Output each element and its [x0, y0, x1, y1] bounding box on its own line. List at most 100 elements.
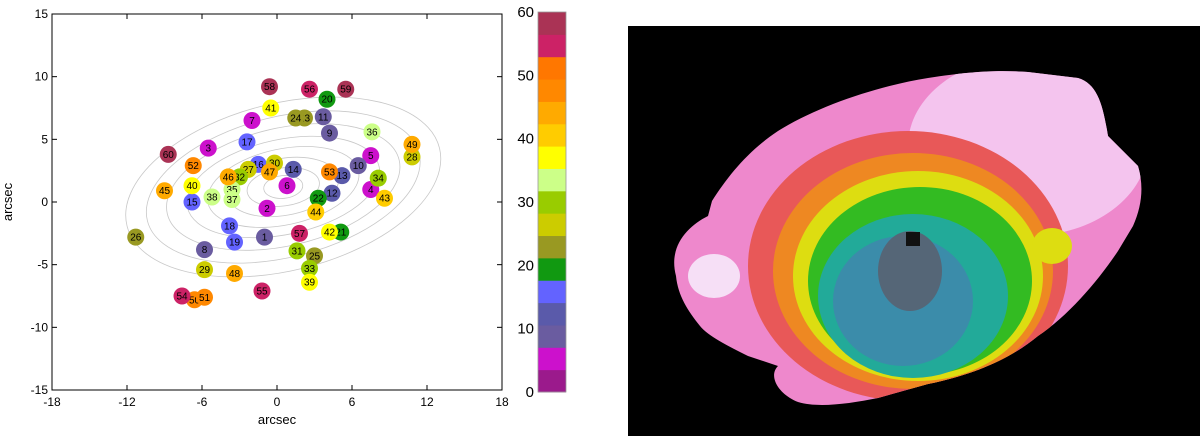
bin-dot	[369, 169, 387, 187]
colorbar-segment	[538, 235, 566, 259]
colorbar-tick-label: 60	[517, 4, 534, 21]
bin-dot	[314, 108, 332, 126]
bin-marker: 22	[309, 189, 327, 207]
y-tick-label: -10	[31, 320, 49, 334]
bin-marker: 10	[349, 157, 367, 175]
bin-label: 11	[318, 112, 329, 123]
colorbar-tick-label: 50	[517, 67, 534, 84]
bin-marker: 59	[337, 80, 355, 98]
bin-label: 48	[229, 269, 241, 280]
colorbar-segment	[538, 12, 566, 35]
bin-label: 17	[241, 137, 253, 148]
bin-dot	[321, 124, 338, 142]
bin-marker: 54	[173, 287, 191, 305]
bin-marker: 39	[301, 273, 318, 291]
bin-label: 42	[324, 228, 336, 239]
bin-label: 7	[249, 116, 255, 127]
bin-marker: 28	[403, 148, 421, 166]
colorbar-segment	[538, 190, 566, 214]
bin-marker: 44	[307, 203, 325, 221]
bin-marker: 8	[196, 241, 213, 259]
bin-marker: 55	[253, 282, 271, 300]
bin-marker: 17	[238, 133, 256, 151]
bin-label: 8	[202, 245, 208, 256]
bin-label: 39	[304, 278, 316, 289]
bin-marker: 60	[159, 145, 177, 163]
bin-label: 60	[163, 150, 175, 161]
bin-dot	[159, 145, 177, 163]
bin-dot	[226, 264, 243, 282]
plot-frame	[51, 13, 503, 391]
bin-marker: 29	[196, 261, 213, 279]
x-tick-label: 6	[349, 395, 356, 409]
bin-marker: 12	[323, 184, 341, 202]
bin-dot	[363, 123, 381, 141]
bin-marker: 33	[301, 259, 318, 277]
bin-dot	[156, 182, 173, 200]
colorbar: 60 50 40 30 20 10 0	[517, 4, 567, 401]
bin-label: 32	[234, 172, 246, 183]
bin-marker: 56	[301, 80, 318, 98]
bin-label: 12	[326, 189, 338, 200]
bin-label: 22	[313, 194, 325, 205]
bin-label: 2	[264, 204, 270, 215]
bin-marker: 37	[223, 190, 241, 208]
colorbar-segment	[538, 369, 566, 393]
bin-label: 14	[288, 165, 300, 176]
bin-dot	[261, 163, 278, 181]
colorbar-segment	[538, 56, 566, 80]
bin-dot	[238, 133, 256, 151]
bin-dot	[301, 80, 318, 98]
bin-dot	[288, 242, 306, 260]
bin-label: 33	[304, 264, 316, 275]
bin-marker: 36	[363, 123, 381, 141]
bin-label: 18	[224, 221, 236, 232]
bin-marker: 57	[291, 224, 308, 242]
bin-label: 36	[366, 127, 378, 138]
colorbar-tick-label: 30	[517, 194, 534, 211]
bin-dot	[349, 157, 367, 175]
x-tick-label: -18	[43, 395, 61, 409]
bin-label: 41	[265, 104, 277, 115]
bin-dot	[196, 288, 213, 306]
y-tick-label: -5	[37, 258, 48, 272]
y-axis-label: arcsec	[0, 182, 15, 221]
core-grey	[878, 231, 942, 311]
bin-label: 54	[176, 292, 188, 303]
bin-marker: 26	[127, 228, 145, 246]
bin-dot	[291, 224, 308, 242]
bin-label: 59	[340, 85, 352, 96]
bin-label: 31	[291, 246, 303, 257]
bin-dot	[403, 135, 421, 153]
bin-dot	[127, 228, 145, 246]
left-light-patch	[688, 254, 740, 298]
bin-label: 45	[159, 186, 171, 197]
bin-label: 44	[310, 208, 322, 219]
bin-marker: 42	[321, 223, 338, 241]
velocity-field-panel	[628, 26, 1200, 436]
bin-marker: 7	[243, 112, 261, 130]
bin-marker: 51	[196, 288, 213, 306]
bin-label: 37	[226, 195, 238, 206]
bin-dot	[196, 241, 213, 259]
bin-marker: 3	[199, 139, 217, 157]
bin-label: 58	[264, 82, 276, 93]
bin-marker: 38	[203, 188, 221, 206]
bin-label: 3	[205, 144, 211, 155]
y-tick-label: 5	[41, 132, 48, 146]
bin-label: 5	[368, 151, 374, 162]
colorbar-segment	[538, 123, 566, 147]
colorbar-tick-label: 20	[517, 257, 534, 274]
bin-dot	[403, 148, 421, 166]
bin-label: 1	[262, 233, 268, 244]
bin-label: 23	[299, 114, 311, 125]
bin-label: 10	[353, 161, 365, 172]
bin-label: 57	[294, 229, 306, 240]
bin-marker: 6	[278, 177, 296, 195]
core-dark-pixel	[906, 232, 920, 246]
bin-dot	[318, 90, 336, 108]
colorbar-segment	[538, 257, 566, 281]
contour-line	[263, 175, 304, 199]
colorbar-tick-label: 40	[517, 131, 534, 148]
bin-dot	[337, 80, 355, 98]
